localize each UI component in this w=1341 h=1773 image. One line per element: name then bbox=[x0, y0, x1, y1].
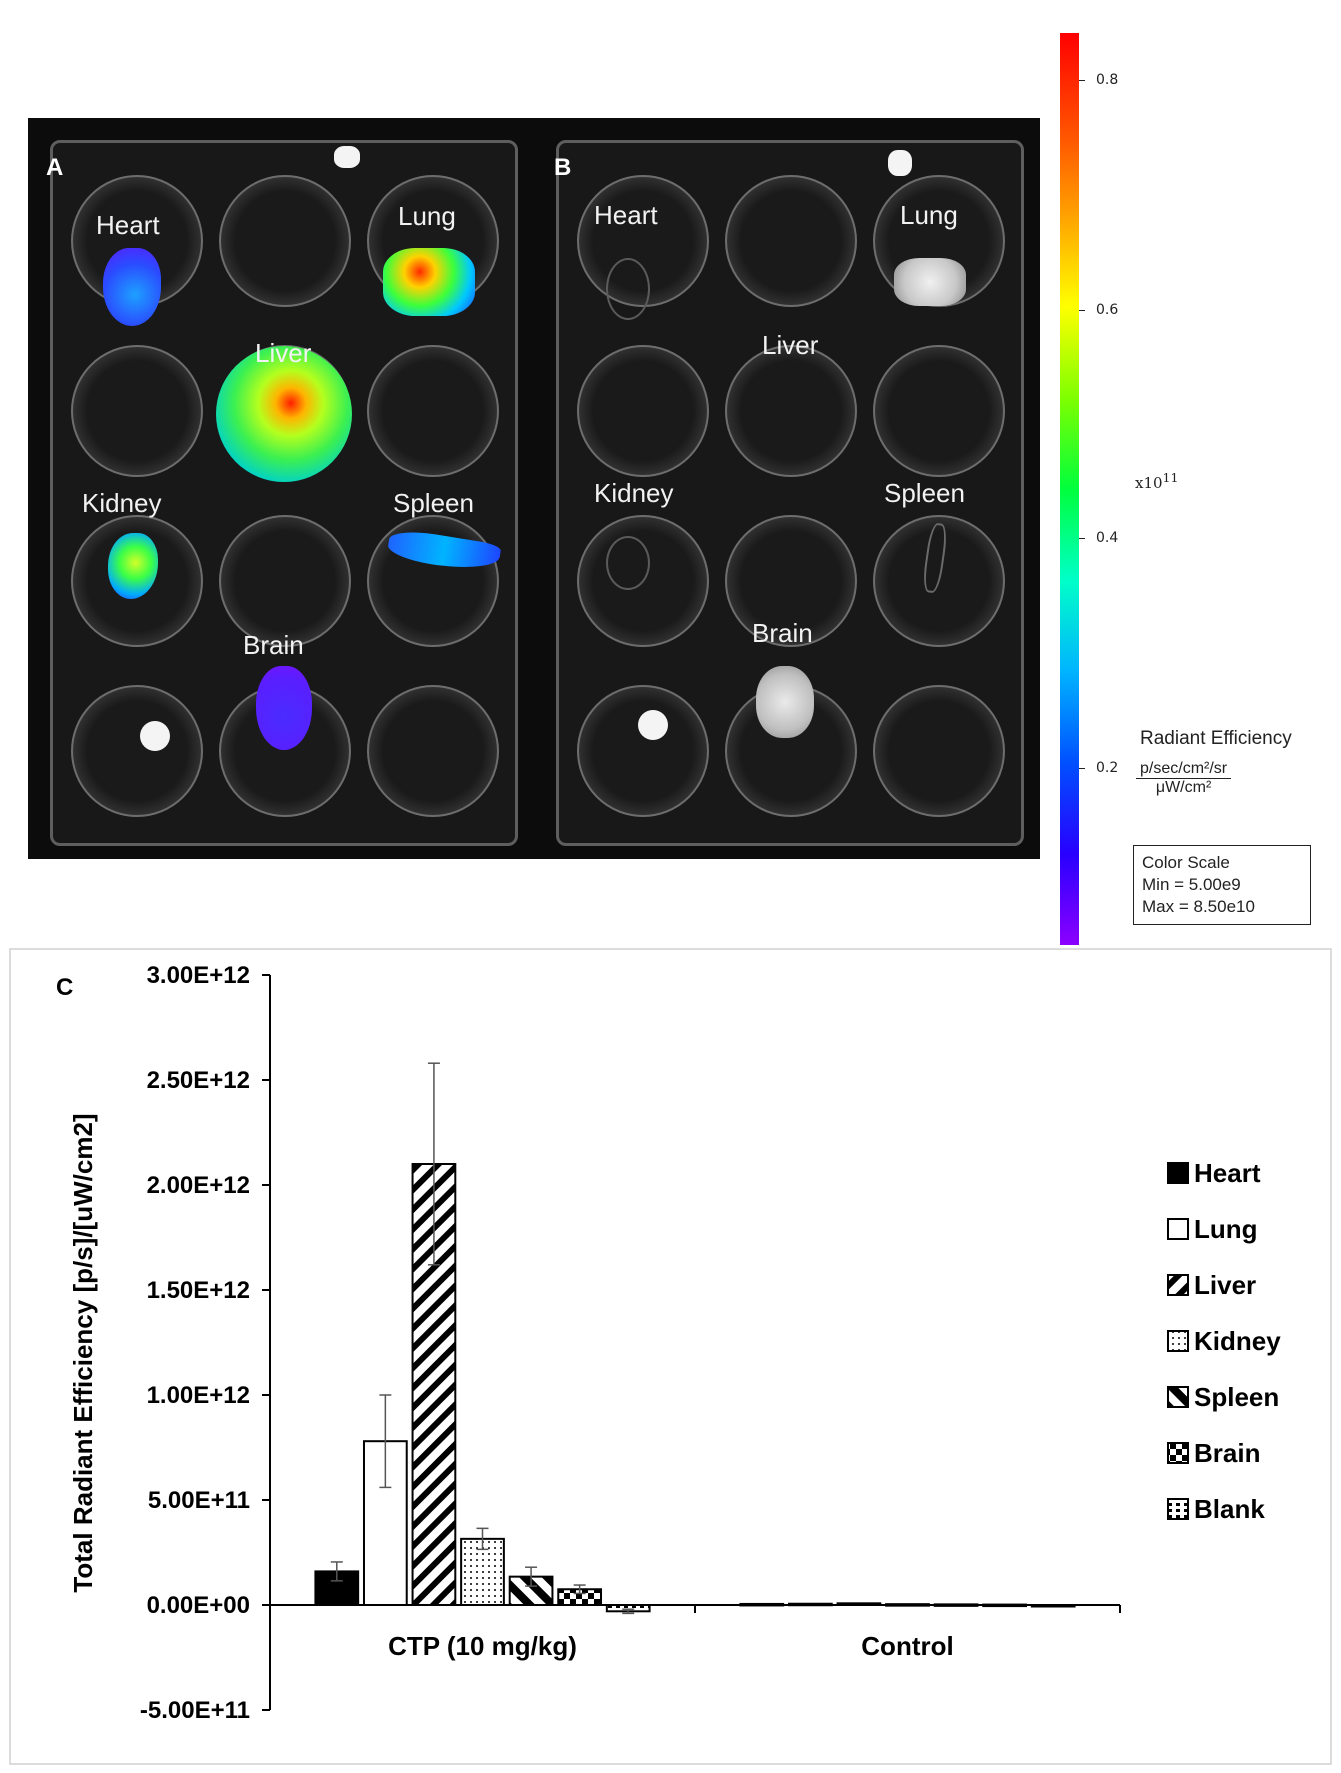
legend-label: Kidney bbox=[1194, 1326, 1281, 1356]
well bbox=[577, 685, 709, 817]
well bbox=[725, 345, 857, 477]
legend-label: Brain bbox=[1194, 1438, 1260, 1468]
legend-label: Spleen bbox=[1194, 1382, 1279, 1412]
kidney-signal bbox=[108, 533, 158, 599]
chart-frame bbox=[9, 948, 1332, 1765]
well bbox=[219, 175, 351, 307]
y-tick-label: 1.50E+12 bbox=[147, 1277, 250, 1304]
scale-title: Color Scale bbox=[1142, 853, 1230, 872]
lung-tissue bbox=[894, 258, 966, 306]
legend-label: Blank bbox=[1194, 1494, 1265, 1524]
scale-min: Min = 5.00e9 bbox=[1142, 875, 1241, 894]
colorbar-unit: p/sec/cm²/sr μW/cm² bbox=[1136, 760, 1232, 797]
legend-swatch bbox=[1167, 1498, 1189, 1520]
scale-max: Max = 8.50e10 bbox=[1142, 897, 1255, 916]
legend-label: Heart bbox=[1194, 1158, 1261, 1188]
well bbox=[873, 345, 1005, 477]
color-scale-bar bbox=[1060, 33, 1079, 945]
reflection-spot bbox=[638, 710, 668, 740]
panel-label: A bbox=[46, 154, 64, 181]
y-axis: 3.00E+12 2.50E+12 2.00E+12 1.50E+12 1.00E+12… bbox=[140, 962, 271, 1724]
well bbox=[71, 685, 203, 817]
unit-denominator: μW/cm² bbox=[1155, 779, 1212, 796]
organ-label-kidney: Kidney bbox=[594, 478, 674, 508]
organ-label-brain: Brain bbox=[243, 630, 304, 660]
legend-swatch bbox=[1167, 1330, 1189, 1352]
bar-chart: C 3.00E+12 2.50E+12 2.00E+12 1.50E+12 1.00E+… bbox=[9, 948, 1332, 1765]
y-tick-label: -5.00E+11 bbox=[140, 1697, 250, 1724]
heart-tissue bbox=[606, 258, 650, 320]
well bbox=[577, 345, 709, 477]
legend: Heart Lung Liver Kidney Spleen Brain Blank bbox=[1167, 1158, 1281, 1524]
bar-series bbox=[314, 1062, 1076, 1615]
well bbox=[725, 515, 857, 647]
organ-label-lung: Lung bbox=[398, 201, 456, 231]
y-axis-title: Total Radiant Efficiency [p/s]/[uW/cm2] bbox=[68, 1113, 98, 1592]
colorbar-tick-label: 0.4 bbox=[1096, 530, 1119, 546]
y-tick-label: 3.00E+12 bbox=[147, 962, 250, 989]
y-tick-label: 2.50E+12 bbox=[147, 1067, 250, 1094]
bar-liver bbox=[411, 1163, 457, 1606]
legend-label: Liver bbox=[1194, 1270, 1256, 1300]
colorbar-tick-label: 0.8 bbox=[1096, 72, 1119, 88]
well bbox=[725, 685, 857, 817]
y-tick-label: 5.00E+11 bbox=[148, 1487, 250, 1514]
x-category-label: Control bbox=[861, 1631, 953, 1661]
panel-a-image: A Heart Lung Liver Kidney Spleen Brain bbox=[28, 118, 534, 859]
colorbar-tick bbox=[1079, 80, 1085, 81]
well bbox=[873, 515, 1005, 647]
organ-label-kidney: Kidney bbox=[82, 488, 162, 518]
brain-tissue bbox=[756, 666, 814, 738]
brain-signal bbox=[256, 666, 312, 750]
organ-label-lung: Lung bbox=[900, 200, 958, 230]
exponent-base: x10 bbox=[1135, 474, 1163, 492]
kidney-tissue bbox=[606, 536, 650, 590]
well bbox=[367, 685, 499, 817]
liver-signal bbox=[216, 346, 352, 482]
color-scale-box: Color Scale Min = 5.00e9 Max = 8.50e10 bbox=[1133, 845, 1311, 925]
legend-swatch bbox=[1167, 1162, 1189, 1184]
legend-swatch bbox=[1167, 1218, 1189, 1240]
colorbar-tick-label: 0.2 bbox=[1096, 760, 1119, 776]
colorbar-tick-label: 0.6 bbox=[1096, 302, 1119, 318]
legend-swatch bbox=[1167, 1274, 1189, 1296]
reflection-spot bbox=[140, 721, 170, 751]
exponent-power: 11 bbox=[1162, 470, 1179, 485]
colorbar-exponent: x1011 bbox=[1135, 470, 1178, 492]
panel-label: B bbox=[554, 154, 572, 181]
unit-numerator: p/sec/cm²/sr bbox=[1136, 760, 1232, 779]
well bbox=[725, 175, 857, 307]
organ-label-heart: Heart bbox=[96, 210, 160, 240]
heart-signal bbox=[103, 248, 161, 326]
organ-label-spleen: Spleen bbox=[393, 488, 474, 518]
legend-swatch bbox=[1167, 1442, 1189, 1464]
y-tick-label: 2.00E+12 bbox=[147, 1172, 250, 1199]
legend-label: Lung bbox=[1194, 1214, 1258, 1244]
x-category-label: CTP (10 mg/kg) bbox=[388, 1631, 577, 1661]
reflection-spot bbox=[334, 146, 360, 168]
organ-label-liver: Liver bbox=[255, 338, 312, 368]
reflection-spot bbox=[888, 150, 912, 176]
legend-swatch bbox=[1167, 1386, 1189, 1408]
colorbar-tick bbox=[1079, 768, 1085, 769]
panel-b-image: B Heart Lung Liver Kidney Spleen Brain bbox=[534, 118, 1040, 859]
organ-label-heart: Heart bbox=[594, 200, 658, 230]
colorbar-tick bbox=[1079, 538, 1085, 539]
well bbox=[219, 515, 351, 647]
organ-label-liver: Liver bbox=[762, 330, 819, 360]
lung-signal bbox=[383, 248, 475, 316]
x-axis: CTP (10 mg/kg) Control bbox=[269, 1604, 1121, 1661]
panel-label-c: C bbox=[56, 974, 73, 1001]
well bbox=[367, 345, 499, 477]
well bbox=[873, 685, 1005, 817]
well bbox=[71, 345, 203, 477]
y-tick-label: 1.00E+12 bbox=[147, 1382, 250, 1409]
colorbar-tick bbox=[1079, 310, 1085, 311]
organ-label-spleen: Spleen bbox=[884, 478, 965, 508]
colorbar-title: Radiant Efficiency bbox=[1140, 728, 1292, 749]
organ-label-brain: Brain bbox=[752, 618, 813, 648]
y-tick-label: 0.00E+00 bbox=[147, 1592, 250, 1619]
